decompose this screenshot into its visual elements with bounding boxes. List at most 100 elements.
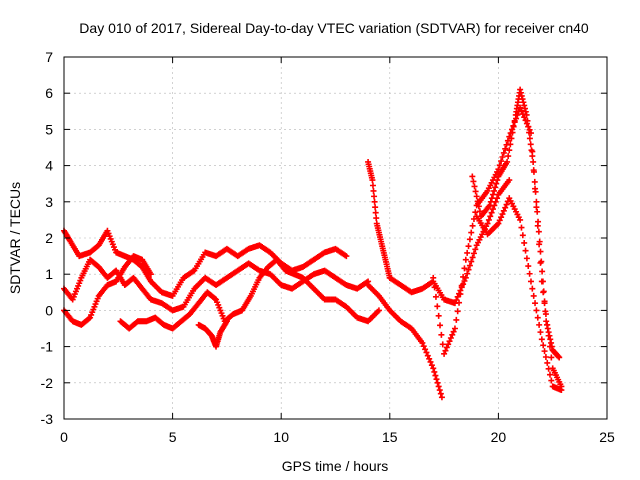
series-satellite-track-E <box>195 318 230 350</box>
data-point <box>369 177 376 184</box>
data-point-interp <box>507 141 514 148</box>
y-tick-label: 2 <box>45 230 53 246</box>
data-point <box>523 111 530 118</box>
data-point-interp <box>533 198 540 205</box>
data-point-interp <box>370 187 377 194</box>
data-point-interp <box>372 209 379 216</box>
data-point-interp <box>492 184 499 191</box>
data-point-interp <box>528 147 535 154</box>
y-tick-label: 4 <box>45 158 53 174</box>
x-tick-label: 0 <box>60 429 68 445</box>
series-satellite-track-F <box>365 158 393 281</box>
data-point-interp <box>546 332 553 339</box>
data-point-interp <box>427 358 434 365</box>
data-point-interp <box>485 216 492 223</box>
data-point-interp <box>423 349 430 356</box>
data-point <box>438 394 445 401</box>
data-point-interp <box>476 208 483 215</box>
data-point-interp <box>545 365 552 372</box>
data-point-interp <box>511 117 518 124</box>
data-point-interp <box>555 353 562 360</box>
data-point-interp <box>426 355 433 362</box>
data-point-interp <box>533 204 540 211</box>
data-point-interp <box>548 339 555 346</box>
data-point <box>419 339 426 346</box>
data-point <box>517 86 524 93</box>
data-point-interp <box>535 218 542 225</box>
series-satellite-track-C <box>61 253 154 328</box>
data-point-interp <box>500 149 507 156</box>
data-point <box>441 350 448 357</box>
data-point-interp <box>431 368 438 375</box>
y-tick-label: 6 <box>45 85 53 101</box>
data-point-interp <box>487 198 494 205</box>
data-point-interp <box>369 182 376 189</box>
data-point-interp <box>510 123 517 130</box>
data-point-interp <box>546 371 553 378</box>
data-point <box>506 177 513 184</box>
data-point-interp <box>466 262 473 269</box>
data-point-interp <box>523 255 530 262</box>
data-point-interp <box>533 307 540 314</box>
data-point-interp <box>518 224 525 231</box>
data-point-interp <box>522 247 529 254</box>
data-point-interp <box>85 315 92 322</box>
data-point-interp <box>428 362 435 369</box>
data-point-interp <box>547 336 554 343</box>
series-satellite-track-A <box>61 227 350 299</box>
data-point-interp <box>500 207 507 214</box>
data-point-interp <box>472 209 479 216</box>
axis-ticks <box>63 56 608 420</box>
data-point-interp <box>372 204 379 211</box>
data-point-interp <box>469 254 476 261</box>
x-tick-label: 20 <box>491 429 507 445</box>
data-point-interp <box>525 123 532 130</box>
data-point-interp <box>453 316 460 323</box>
y-tick-label: -2 <box>41 375 54 391</box>
data-point <box>504 158 511 165</box>
data-point-interp <box>504 137 511 144</box>
data-point-interp <box>496 162 503 169</box>
data-point-interp <box>422 346 429 353</box>
data-point-interp <box>491 187 498 194</box>
data-point-interp <box>527 141 534 148</box>
data-point-interp <box>530 168 537 175</box>
y-tick-label: 0 <box>45 302 53 318</box>
data-point-interp <box>537 248 544 255</box>
series-satellite-track-K <box>473 195 565 394</box>
data-point-interp <box>436 387 443 394</box>
data-point-interp <box>493 180 500 187</box>
data-point-interp <box>541 298 548 305</box>
data-point-interp <box>520 99 527 106</box>
data-point-interp <box>540 288 547 295</box>
series-satellite-track-B <box>61 256 372 314</box>
data-point-interp <box>438 331 445 338</box>
data-point-interp <box>371 198 378 205</box>
data-point-interp <box>435 312 442 319</box>
grid <box>64 57 607 419</box>
data-point-interp <box>461 265 468 272</box>
data-point-interp <box>434 379 441 386</box>
data-point-interp <box>531 178 538 185</box>
data-point-interp <box>532 188 539 195</box>
y-tick-label: 1 <box>45 266 53 282</box>
data-point-interp <box>539 268 546 275</box>
data-point-interp <box>470 178 477 185</box>
data-point-interp <box>526 270 533 277</box>
data-point-interp <box>371 193 378 200</box>
data-point-interp <box>521 102 528 109</box>
data-point-interp <box>543 321 550 328</box>
data-point-interp <box>471 183 478 190</box>
data-point-interp <box>465 243 472 250</box>
data-point-interp <box>454 308 461 315</box>
data-point-interp <box>537 329 544 336</box>
series-satellite-track-G <box>365 282 445 401</box>
data-point <box>538 336 545 343</box>
data-point-interp <box>548 354 555 361</box>
data-point-interp <box>519 96 526 103</box>
data-point-interp <box>433 376 440 383</box>
data-point-interp <box>472 188 479 195</box>
data-point-interp <box>541 348 548 355</box>
data-point-interp <box>445 341 452 348</box>
data-point-interp <box>450 328 457 335</box>
